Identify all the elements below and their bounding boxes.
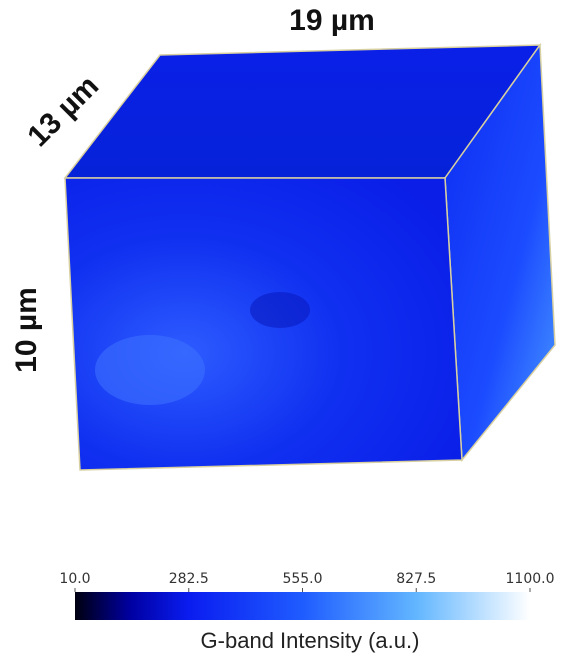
tick-label: 1100.0 xyxy=(506,571,555,587)
colorbar-ticks: 10.0 282.5 555.0 827.5 1100.0 xyxy=(59,571,554,592)
figure: 19 µm 13 µm 10 µm 10.0 282.5 555.0 827.5 110… xyxy=(0,0,576,662)
colorbar-label: G-band Intensity (a.u.) xyxy=(201,628,420,653)
colorbar xyxy=(75,592,530,620)
tick-label: 10.0 xyxy=(59,571,90,587)
bright-patch xyxy=(95,335,205,405)
tick-label: 827.5 xyxy=(396,571,436,587)
dark-patch xyxy=(250,292,310,328)
cube xyxy=(65,45,555,470)
height-label: 10 µm xyxy=(10,287,43,373)
tick-label: 282.5 xyxy=(169,571,209,587)
depth-label: 13 µm xyxy=(21,69,105,153)
tick-label: 555.0 xyxy=(282,571,322,587)
width-label: 19 µm xyxy=(289,4,375,37)
